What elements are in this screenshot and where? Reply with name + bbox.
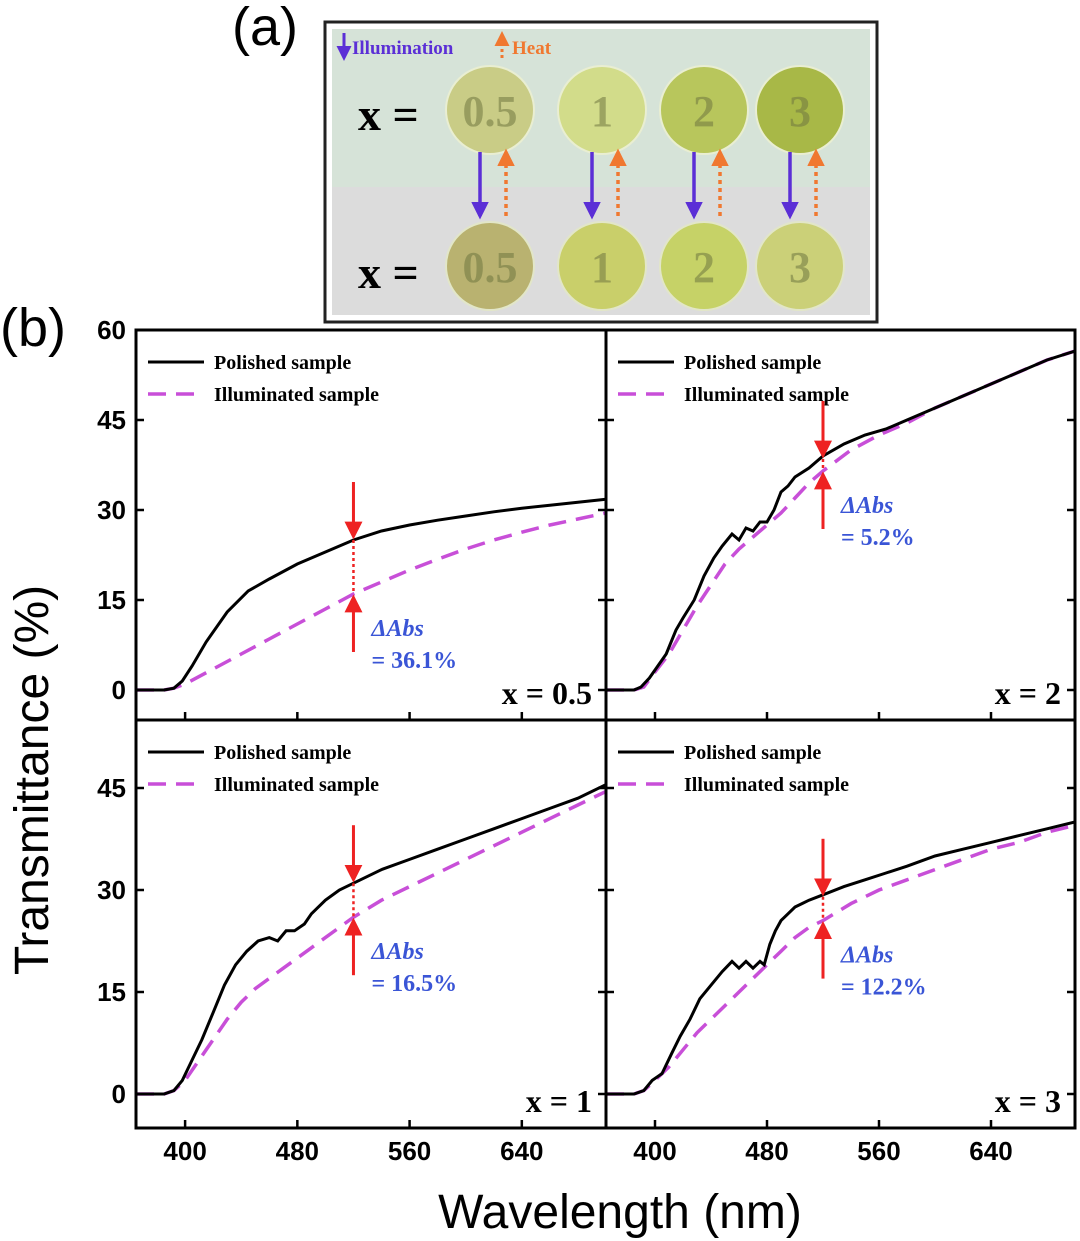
disk-top-label: 0.5 [463, 87, 518, 136]
delta-abs-label: ΔAbs [840, 943, 893, 969]
panel-composition-label: x = 2 [995, 675, 1061, 711]
disk-bottom-2 [659, 221, 749, 311]
disk-top-label: 1 [591, 87, 613, 136]
shared-x-axis-label: Wavelength (nm) [438, 1186, 802, 1239]
plot-panel-x2: Polished sample Illuminated sample ΔAbs = 5… [604, 328, 1077, 722]
panel-a-label: (a) [232, 0, 298, 57]
panel-composition-label: x = 1 [526, 1083, 592, 1119]
series-illuminated-line [136, 789, 606, 1096]
disk-bottom-label: 1 [591, 243, 613, 292]
disk-top-label: 2 [693, 87, 715, 136]
disk-top-3 [755, 65, 845, 155]
delta-abs-label: ΔAbs [840, 493, 893, 519]
x-tick-label: 400 [163, 1136, 206, 1166]
disk-top-1 [557, 65, 647, 155]
row-label-bottom: x = [358, 247, 419, 298]
panel-composition-label: x = 0.5 [502, 675, 592, 711]
row-label-top: x = [358, 89, 419, 140]
delta-abs-label: ΔAbs [370, 616, 423, 642]
y-tick-label: 45 [97, 773, 126, 803]
disk-bottom-label: 3 [789, 243, 811, 292]
legend-illuminated-label: Illuminated sample [214, 774, 379, 796]
y-tick-label: 30 [97, 875, 126, 905]
disk-bottom-label: 0.5 [463, 243, 518, 292]
shared-y-axis-label: Transmittance (%) [6, 585, 59, 975]
plot-panel-x1: 0 15 30 45 400 480 560 640 Polished sample Illumi… [97, 718, 608, 1166]
x-tick-label: 400 [633, 1136, 676, 1166]
disk-bottom-3 [755, 221, 845, 311]
photo-panel: Illumination Heat x = x = 0.5 0.5 1 1 2 2 3 3 [323, 20, 879, 324]
y-tick-label: 15 [97, 977, 126, 1007]
delta-abs-value: = 5.2% [841, 525, 915, 551]
series-polished-line [606, 349, 1075, 692]
sample-disks: 0.5 0.5 1 1 2 2 3 3 [445, 65, 845, 311]
series-illuminated-line [606, 823, 1075, 1096]
disk-top-label: 3 [789, 87, 811, 136]
delta-abs-value: = 12.2% [841, 975, 927, 1001]
disk-top-0 [445, 65, 535, 155]
disk-bottom-1 [557, 221, 647, 311]
disk-bottom-label: 2 [693, 243, 715, 292]
x-tick-label: 480 [276, 1136, 319, 1166]
x-tick-label: 640 [969, 1136, 1012, 1166]
x-tick-label: 640 [500, 1136, 543, 1166]
series-polished-line [606, 820, 1075, 1096]
legend-polished-label: Polished sample [684, 742, 821, 764]
disk-bottom-0 [445, 221, 535, 311]
panel-composition-label: x = 3 [995, 1083, 1061, 1119]
delta-abs-value: = 16.5% [371, 971, 457, 997]
plot-panel-x3: 400 480 560 640 Polished sample Illuminated s… [604, 718, 1077, 1166]
legend-illuminated-label: Illuminated sample [684, 384, 849, 406]
legend-illumination-label: Illumination [352, 38, 454, 59]
y-tick-label: 0 [112, 675, 126, 705]
x-tick-label: 560 [388, 1136, 431, 1166]
series-polished-line [136, 783, 606, 1096]
legend-heat-label: Heat [512, 38, 552, 59]
legend-illuminated-label: Illuminated sample [214, 384, 379, 406]
legend-polished-label: Polished sample [684, 352, 821, 374]
y-tick-label: 15 [97, 585, 126, 615]
x-tick-label: 560 [857, 1136, 900, 1166]
y-tick-label: 45 [97, 405, 126, 435]
series-polished-line [136, 497, 606, 692]
delta-abs-value: = 36.1% [371, 648, 457, 674]
delta-abs-label: ΔAbs [370, 939, 423, 965]
y-tick-label: 60 [97, 315, 126, 345]
panel-b-label: (b) [0, 298, 66, 358]
plot-panel-x05: 0 15 30 45 60 Polished sample Illuminated samp… [97, 315, 608, 722]
x-tick-label: 480 [745, 1136, 788, 1166]
y-tick-label: 30 [97, 495, 126, 525]
plot-frame [604, 718, 1077, 1130]
series-illuminated-line [136, 511, 606, 692]
disk-top-2 [659, 65, 749, 155]
legend-polished-label: Polished sample [214, 352, 351, 374]
legend-illuminated-label: Illuminated sample [684, 774, 849, 796]
y-tick-label: 0 [112, 1079, 126, 1109]
plot-grid: 0 15 30 45 60 Polished sample Illuminated samp… [97, 315, 1077, 1166]
legend-polished-label: Polished sample [214, 742, 351, 764]
